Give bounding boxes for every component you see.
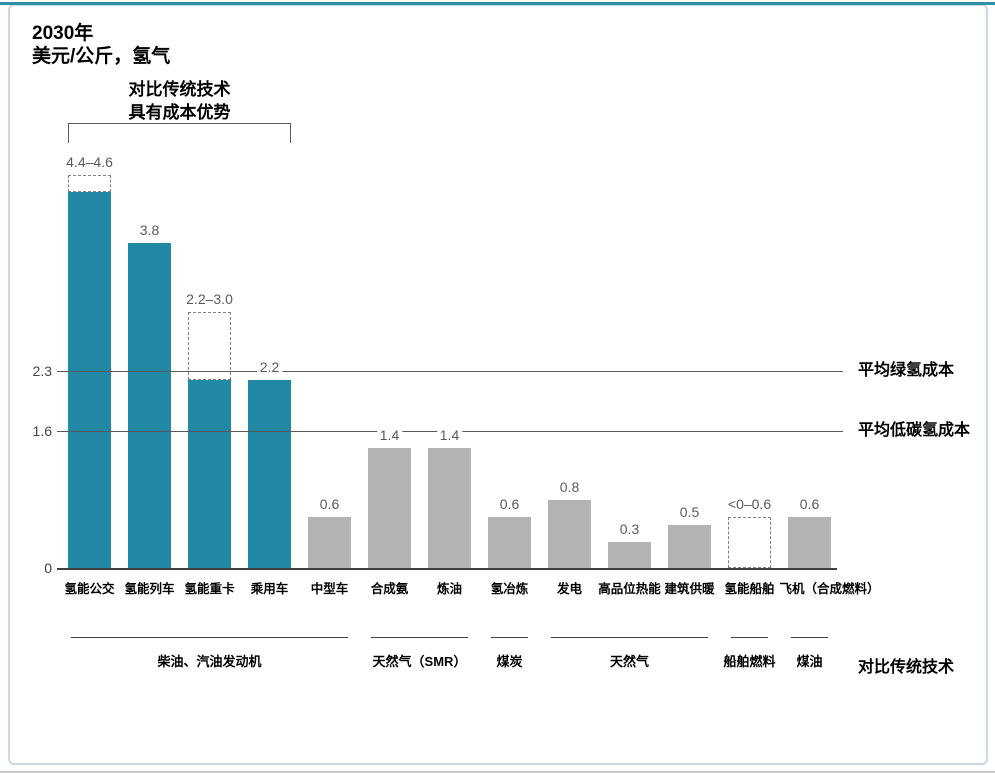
bar (308, 516, 351, 568)
ref-line-label: 平均低碳氢成本 (858, 422, 971, 440)
bar (248, 379, 291, 568)
ref-line-label: 平均绿氢成本 (858, 362, 955, 380)
bar-value-label: 0.5 (676, 504, 703, 521)
bar-category-label: 氢能公交 (64, 582, 115, 596)
bar (368, 448, 411, 568)
bar-category-label: 飞机（合成燃料） (779, 582, 880, 596)
bar-value-label: 4.4–4.6 (63, 153, 116, 170)
bracket-annotation: 对比传统技术 具有成本优势 (129, 78, 231, 124)
bar-value-label: 0.6 (796, 495, 823, 512)
group-label: 煤油 (796, 654, 823, 669)
bar (188, 379, 231, 568)
bar-value-label: 0.6 (496, 495, 523, 512)
group-label: 船舶燃料 (723, 654, 776, 669)
bar (128, 243, 171, 568)
bar-category-label: 高品位热能 (598, 582, 661, 596)
group-line (551, 637, 708, 638)
bar-value-label: 0.8 (556, 478, 583, 495)
bar-value-label: 1.4 (436, 427, 463, 444)
group-line (491, 637, 528, 638)
bar (488, 516, 531, 568)
bar (608, 542, 651, 568)
bar-value-label: 0.6 (316, 495, 343, 512)
bar-category-label: 炼油 (436, 582, 463, 596)
bar-value-label: 1.4 (376, 427, 403, 444)
bar (428, 448, 471, 568)
dashed-range-box (188, 311, 231, 380)
axis-tick: 2.3 (32, 363, 52, 380)
bar-value-label: 2.2–3.0 (183, 290, 236, 307)
group-label: 煤炭 (496, 654, 523, 669)
group-label: 天然气 (609, 654, 650, 669)
bar-category-label: 合成氨 (370, 582, 409, 596)
bar (788, 516, 831, 568)
group-line (371, 637, 468, 638)
axis-tick-zero: 0 (44, 560, 52, 576)
bar-category-label: 氢冶炼 (490, 582, 529, 596)
group-line (71, 637, 348, 638)
bar-category-label: 氢能重卡 (184, 582, 235, 596)
title-unit: 美元/公斤，氢气 (32, 46, 171, 67)
bar-category-label: 发电 (556, 582, 583, 596)
group-label: 柴油、汽油发动机 (157, 654, 262, 669)
bar (68, 191, 111, 568)
annotation-line2: 具有成本优势 (128, 103, 231, 122)
bar-category-label: 氢能船舶 (724, 582, 775, 596)
bar-category-label: 中型车 (310, 582, 349, 596)
bar-value-label: <0–0.6 (724, 495, 775, 512)
annotation-line1: 对比传统技术 (128, 80, 231, 99)
bar-value-label: 3.8 (136, 222, 163, 239)
chart-panel (8, 4, 988, 765)
group-line (791, 637, 828, 638)
bar-value-label: 2.2 (256, 358, 283, 375)
chart-title: 2030年 美元/公斤，氢气 (32, 22, 170, 68)
bar (668, 525, 711, 568)
bar-category-label: 建筑供暖 (664, 582, 715, 596)
ref-line (57, 371, 843, 373)
title-year: 2030年 (32, 23, 94, 44)
x-axis-baseline (57, 568, 837, 570)
bottom-border-line (0, 771, 995, 773)
bar-category-label: 乘用车 (250, 582, 289, 596)
dashed-range-box (68, 174, 111, 192)
dashed-range-box (728, 516, 771, 568)
group-line (731, 637, 768, 638)
groups-axis-label: 对比传统技术 (858, 659, 955, 676)
top-accent-line (0, 2, 995, 5)
bar (548, 499, 591, 568)
cost-advantage-bracket (68, 123, 291, 143)
bar-category-label: 氢能列车 (124, 582, 175, 596)
axis-tick: 1.6 (32, 423, 52, 440)
group-label: 天然气（SMR） (372, 654, 467, 669)
bar-value-label: 0.3 (616, 521, 643, 538)
